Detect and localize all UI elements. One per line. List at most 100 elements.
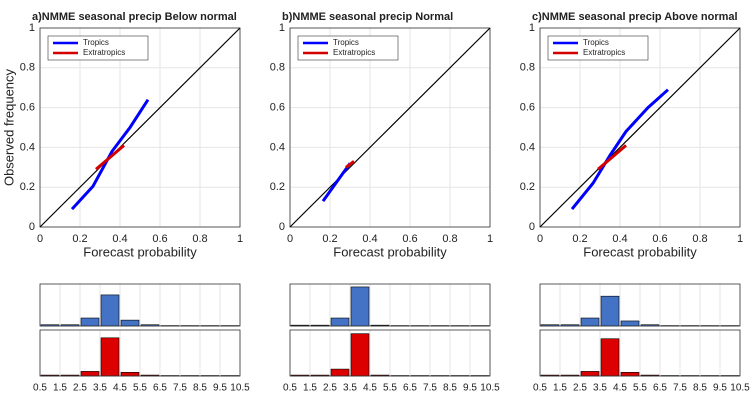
x-tick-label: 0.8 — [692, 233, 707, 245]
x-tick-label: 2.5 — [73, 383, 87, 394]
y-tick-label: 1 — [29, 22, 35, 34]
y-tick-label: 0 — [529, 221, 535, 233]
plot-frame — [39, 329, 241, 377]
x-tick-label: 4.5 — [113, 383, 127, 394]
x-tick-label: 0.5 — [33, 383, 47, 394]
x-tick-label: 10.5 — [480, 383, 500, 394]
bar — [330, 317, 350, 327]
y-tick-label: 0.4 — [20, 141, 35, 153]
chart-title: c)NMME seasonal precip Above normal — [532, 11, 738, 23]
x-tick-label: 0.6 — [152, 233, 167, 245]
x-tick-label: 0.2 — [72, 233, 87, 245]
x-tick-label: 0.8 — [442, 233, 457, 245]
legend-label: Extratropics — [333, 48, 375, 57]
x-tick-label: 8.5 — [193, 383, 207, 394]
x-tick-label: 1 — [237, 233, 243, 245]
x-tick-label: 3.5 — [343, 383, 357, 394]
legend-label: Extratropics — [83, 48, 125, 57]
x-tick-label: 0.8 — [192, 233, 207, 245]
x-tick-label: 0.5 — [533, 383, 547, 394]
x-tick-label: 5.5 — [383, 383, 397, 394]
bar — [100, 337, 120, 377]
x-tick-label: 0 — [37, 233, 43, 245]
x-tick-label: 7.5 — [423, 383, 437, 394]
bar — [80, 317, 100, 327]
diagonal — [539, 27, 741, 228]
x-tick-label: 9.5 — [713, 383, 727, 394]
x-tick-label: 5.5 — [133, 383, 147, 394]
x-tick-label: 8.5 — [693, 383, 707, 394]
y-tick-label: 0.2 — [270, 181, 285, 193]
x-tick-label: 7.5 — [673, 383, 687, 394]
plot-frame — [39, 27, 241, 228]
x-tick-label: 1.5 — [53, 383, 67, 394]
series-line — [95, 144, 125, 171]
x-tick-label: 1.5 — [553, 383, 567, 394]
bar — [580, 317, 600, 327]
x-tick-label: 7.5 — [173, 383, 187, 394]
diagonal — [289, 27, 491, 228]
x-tick-label: 2.5 — [573, 383, 587, 394]
y-tick-label: 0.4 — [520, 141, 535, 153]
y-tick-label: 1 — [529, 22, 535, 34]
bar — [620, 372, 640, 377]
bar — [80, 371, 100, 377]
y-tick-label: 0 — [29, 221, 35, 233]
x-tick-label: 9.5 — [213, 383, 227, 394]
x-tick-label: 4.5 — [363, 383, 377, 394]
chart-title: b)NMME seasonal precip Normal — [282, 11, 453, 23]
x-tick-label: 2.5 — [323, 383, 337, 394]
y-tick-label: 0.8 — [20, 62, 35, 74]
x-tick-label: 1 — [487, 233, 493, 245]
legend-box — [297, 35, 399, 61]
x-tick-label: 6.5 — [403, 383, 417, 394]
plot-frame — [289, 27, 491, 228]
x-tick-label: 0.5 — [283, 383, 297, 394]
bar — [100, 294, 120, 327]
x-tick-label: 0.2 — [322, 233, 337, 245]
x-tick-label: 0.4 — [612, 233, 627, 245]
bar — [120, 372, 140, 377]
x-tick-label: 0 — [287, 233, 293, 245]
bar — [350, 333, 370, 377]
plot-frame — [39, 283, 241, 327]
x-tick-label: 9.5 — [463, 383, 477, 394]
legend-label: Extratropics — [583, 48, 625, 57]
x-tick-label: 4.5 — [613, 383, 627, 394]
x-tick-label: 0.2 — [572, 233, 587, 245]
x-axis-label: Forecast probability — [333, 244, 447, 259]
bar — [350, 286, 370, 327]
x-tick-label: 0.6 — [402, 233, 417, 245]
x-tick-label: 1.5 — [303, 383, 317, 394]
y-tick-label: 0.8 — [520, 62, 535, 74]
x-tick-label: 5.5 — [633, 383, 647, 394]
x-tick-label: 3.5 — [93, 383, 107, 394]
y-tick-label: 0.2 — [20, 181, 35, 193]
legend-box — [547, 35, 649, 61]
y-tick-label: 1 — [279, 22, 285, 34]
x-tick-label: 10.5 — [230, 383, 250, 394]
y-tick-label: 0 — [279, 221, 285, 233]
x-tick-label: 3.5 — [593, 383, 607, 394]
y-tick-label: 0.6 — [520, 102, 535, 114]
chart-title: a)NMME seasonal precip Below normal — [32, 11, 237, 23]
plot-frame — [289, 283, 491, 327]
bar — [620, 320, 640, 327]
series-line — [70, 98, 150, 211]
y-axis-label: Observed frequency — [1, 68, 16, 186]
x-tick-label: 8.5 — [443, 383, 457, 394]
legend-label: Tropics — [333, 38, 359, 47]
y-tick-label: 0.4 — [270, 141, 285, 153]
bar — [580, 371, 600, 377]
y-tick-label: 0.8 — [270, 62, 285, 74]
x-tick-label: 0.4 — [112, 233, 127, 245]
legend-box — [47, 35, 149, 61]
legend-label: Tropics — [83, 38, 109, 47]
x-tick-label: 0.6 — [652, 233, 667, 245]
y-tick-label: 0.2 — [520, 181, 535, 193]
bar — [330, 368, 350, 377]
legend-label: Tropics — [583, 38, 609, 47]
x-tick-label: 6.5 — [653, 383, 667, 394]
plot-frame — [539, 329, 741, 377]
